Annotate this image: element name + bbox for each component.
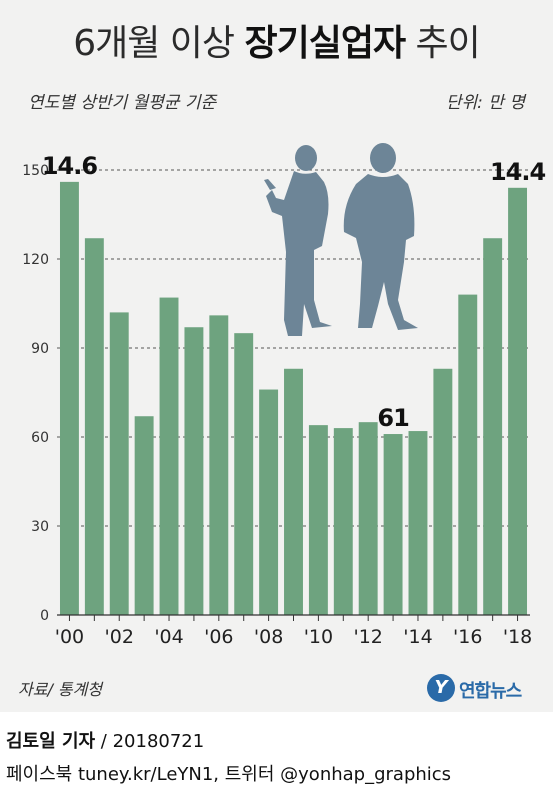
bar [308,425,328,615]
x-tick-label: '04 [154,626,183,648]
chart-title: 6개월 이상 장기실업자 추이 [73,23,481,64]
bar [333,428,353,615]
x-tick-label: '06 [204,626,233,648]
axes: 0 30 60 90 120 150 '00 '02 '04 '06 '08 '10 '12 '14 '16… [22,163,532,648]
x-tick-label: '12 [353,626,382,648]
bar-chart: 0 30 60 90 120 150 '00 '02 '04 '06 '08 '10 '12 '14 '16… [22,143,547,648]
bar [159,297,179,615]
x-tick-label: '18 [503,626,532,648]
bar [59,181,79,615]
data-label: 61 [377,404,409,432]
y-tick-label: 0 [40,608,49,624]
bar [483,238,503,615]
y-tick-label: 120 [22,252,49,268]
x-tick-label: '10 [304,626,333,648]
chart-subtitle: 연도별 상반기 월평균 기준 [28,93,217,113]
bar [209,315,229,615]
x-tick-label: '16 [453,626,482,648]
businessmen-silhouette-icon [264,143,418,336]
bar [184,327,204,615]
bar [508,187,528,616]
source-note: 자료/ 통계청 [18,680,103,699]
x-tick-label: '02 [105,626,134,648]
y-tick-label: 90 [31,341,49,357]
bars [59,181,528,616]
y-tick-label: 150 [22,163,49,179]
yonhap-logo: Y 연합뉴스 [427,674,547,704]
y-tick-label: 30 [31,519,49,535]
labels: 14.6 61 14.4 [42,152,547,432]
bar [259,389,279,615]
reporter-credit: 김토일 기자 / 20180721 [6,731,205,752]
bar [358,422,378,615]
yonhap-logo-icon: Y [427,674,455,702]
data-label: 14.4 [490,158,546,186]
x-tick-label: '14 [403,626,432,648]
bar [458,294,478,615]
bar [84,238,104,615]
x-tick-label: '08 [254,626,283,648]
bar [109,312,129,615]
yonhap-logo-text: 연합뉴스 [459,681,522,702]
bar [433,368,453,615]
y-tick-label: 60 [31,430,49,446]
unit-label: 단위: 만 명 [445,93,525,113]
x-tick-label: '00 [55,626,84,648]
bar [134,416,154,615]
social-links: 페이스북 tuney.kr/LeYN1, 트위터 @yonhap_graphic… [6,764,452,785]
bar [234,333,254,615]
bar [408,431,428,615]
bar [284,368,303,615]
data-label: 14.6 [42,152,98,180]
bar [383,434,403,615]
